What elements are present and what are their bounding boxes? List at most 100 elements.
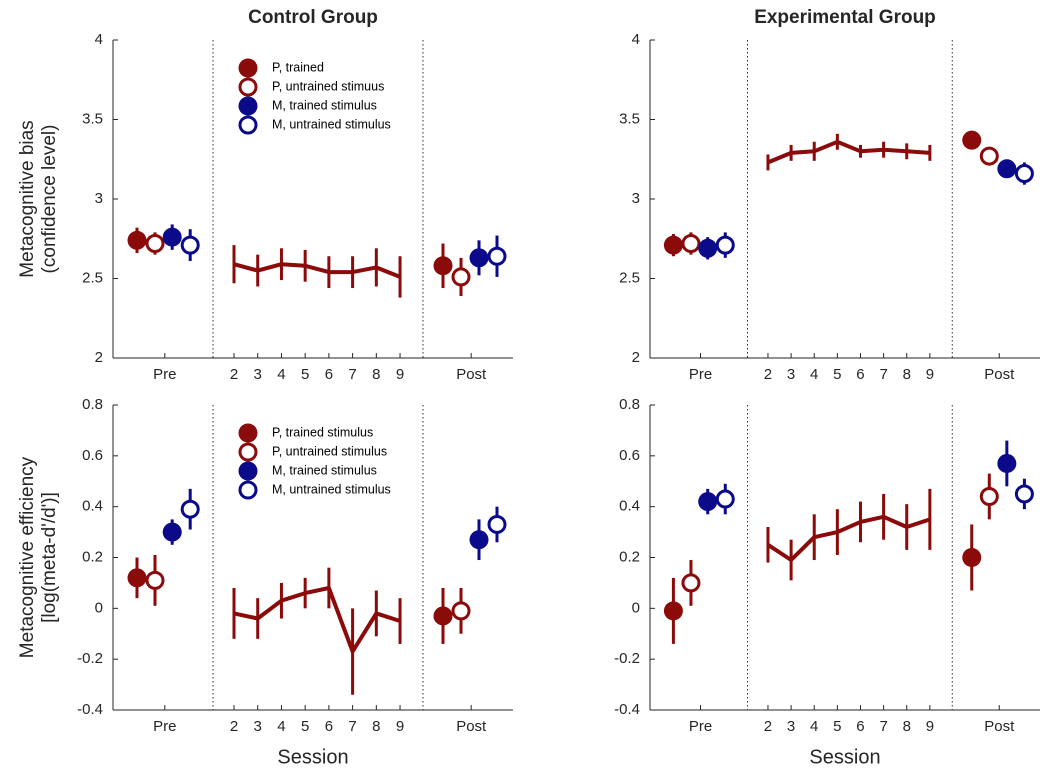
- panel-title: Experimental Group: [754, 7, 936, 28]
- x-tick-label: 6: [325, 718, 333, 735]
- marker: [162, 522, 182, 542]
- marker: [487, 514, 507, 534]
- marker: [698, 238, 718, 258]
- y-tick-label: 0: [632, 599, 640, 616]
- marker: [451, 267, 471, 287]
- legend-label: M, trained stimulus: [272, 463, 377, 477]
- legend-label: M, untrained stimulus: [272, 117, 391, 131]
- legend-marker: [238, 480, 258, 500]
- x-tick-label: Pre: [153, 718, 176, 735]
- marker: [979, 487, 999, 506]
- x-tick-label: 4: [810, 366, 818, 383]
- x-tick-label: 2: [764, 366, 772, 383]
- y-tick-label: 0.2: [619, 548, 640, 565]
- x-tick-label: 3: [254, 366, 262, 383]
- y-tick-label: 3: [95, 190, 103, 207]
- x-tick-label: 3: [254, 718, 262, 735]
- session-line: [233, 586, 401, 654]
- marker: [715, 235, 735, 255]
- marker: [180, 499, 200, 519]
- legend-label: P, untrained stimuus: [272, 79, 384, 93]
- x-tick-label: 9: [926, 718, 934, 735]
- x-tick-label: 3: [787, 718, 795, 735]
- y-tick-label: -0.4: [614, 701, 640, 718]
- x-tick-label: 7: [348, 366, 356, 383]
- legend-marker: [238, 58, 258, 78]
- marker: [145, 570, 165, 590]
- x-tick-label: 6: [325, 366, 333, 383]
- y-tick-label: 0.6: [619, 447, 640, 464]
- legend-marker: [238, 96, 258, 116]
- y-tick-label: 3: [632, 190, 640, 207]
- x-tick-label: 7: [879, 718, 887, 735]
- y-tick-label: 0.6: [82, 447, 103, 464]
- legend-label: M, trained stimulus: [272, 98, 377, 112]
- y-tick-label: 4: [632, 31, 640, 48]
- marker: [127, 568, 147, 588]
- x-tick-label: 7: [879, 366, 887, 383]
- marker: [663, 235, 683, 255]
- x-tick-label: 4: [277, 718, 285, 735]
- y-tick-label: 0.4: [82, 498, 103, 515]
- x-tick-label: Pre: [689, 718, 712, 735]
- x-tick-label: 4: [277, 366, 285, 383]
- marker: [127, 230, 147, 250]
- x-axis-label: Session: [277, 746, 348, 768]
- x-tick-label: 5: [301, 718, 309, 735]
- y-tick-label: 0.8: [82, 396, 103, 413]
- marker: [162, 227, 182, 247]
- y-axis-label: [log(meta-d'/d')]: [39, 492, 60, 623]
- x-tick-label: Post: [456, 366, 487, 383]
- x-tick-label: Post: [984, 718, 1015, 735]
- y-axis-label: Metacognitive efficiency: [17, 456, 38, 658]
- y-tick-label: 0.4: [619, 498, 640, 515]
- x-tick-label: 8: [372, 718, 380, 735]
- x-tick-label: 8: [903, 366, 911, 383]
- marker: [487, 246, 507, 266]
- x-tick-label: 2: [230, 718, 238, 735]
- y-tick-label: 2.5: [82, 269, 103, 286]
- x-tick-label: Post: [984, 366, 1015, 383]
- x-tick-label: 9: [926, 366, 934, 383]
- session-line: [766, 514, 931, 562]
- y-tick-label: 2: [632, 349, 640, 366]
- x-tick-label: 9: [396, 366, 404, 383]
- marker: [681, 573, 701, 593]
- panel-title: Control Group: [248, 7, 378, 28]
- x-tick-label: 7: [348, 718, 356, 735]
- legend-marker: [238, 115, 258, 135]
- marker: [1014, 164, 1034, 184]
- marker: [962, 548, 982, 567]
- x-tick-label: 2: [230, 366, 238, 383]
- x-tick-label: 9: [396, 718, 404, 735]
- x-tick-label: 5: [833, 366, 841, 383]
- x-tick-label: 5: [301, 366, 309, 383]
- marker: [180, 235, 200, 255]
- session-line: [767, 139, 931, 165]
- x-tick-label: 8: [903, 718, 911, 735]
- y-tick-label: 3.5: [82, 110, 103, 127]
- y-tick-label: -0.2: [77, 650, 103, 667]
- y-tick-label: 0: [95, 599, 103, 616]
- legend-label: P, trained stimulus: [272, 425, 373, 439]
- marker: [433, 256, 453, 276]
- marker: [451, 601, 471, 621]
- y-tick-label: -0.2: [614, 650, 640, 667]
- legend-marker: [238, 77, 258, 97]
- x-tick-label: 2: [764, 718, 772, 735]
- x-axis-label: Session: [809, 746, 880, 768]
- legend-marker: [238, 461, 258, 481]
- y-axis-label: (confidence level): [39, 125, 60, 274]
- marker: [1014, 484, 1034, 504]
- legend-label: P, trained: [272, 60, 324, 74]
- y-tick-label: 2.5: [619, 269, 640, 286]
- marker: [962, 130, 982, 150]
- marker: [469, 530, 489, 550]
- marker: [145, 234, 165, 254]
- x-tick-label: 5: [833, 718, 841, 735]
- y-tick-label: 2: [95, 349, 103, 366]
- legend-label: M, untrained stimulus: [272, 482, 391, 496]
- y-tick-label: 0.8: [619, 396, 640, 413]
- legend-label: P, untrained stimulus: [272, 444, 387, 458]
